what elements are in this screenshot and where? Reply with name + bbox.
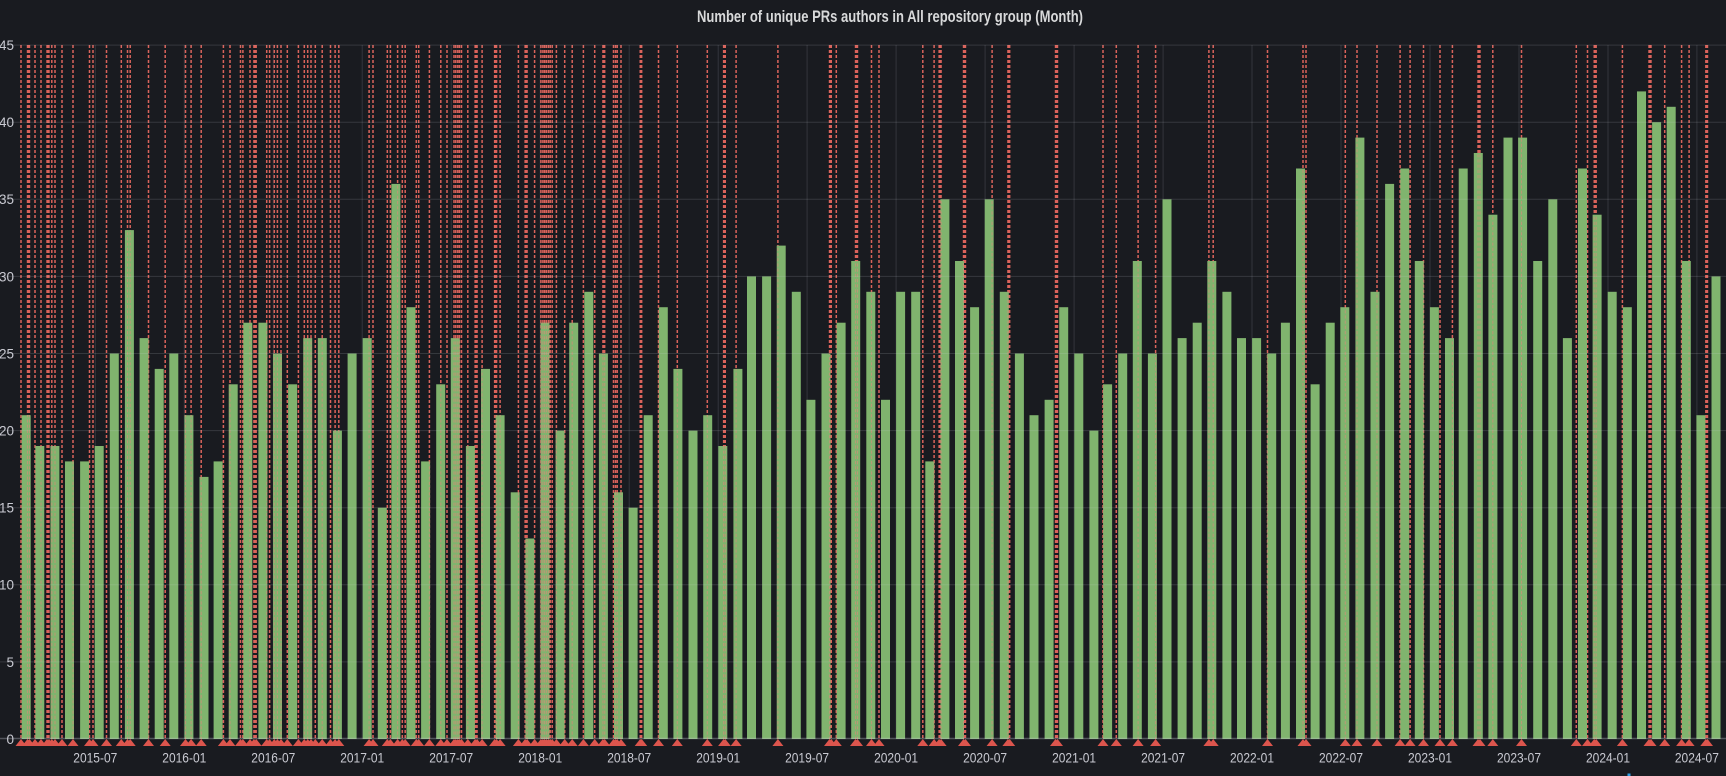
svg-text:2018-01: 2018-01 (518, 750, 562, 766)
svg-text:2021-07: 2021-07 (1141, 750, 1185, 766)
svg-text:2022-01: 2022-01 (1230, 750, 1274, 766)
svg-text:2023-07: 2023-07 (1497, 750, 1541, 766)
svg-text:2016-07: 2016-07 (251, 750, 295, 766)
svg-text:2022-07: 2022-07 (1319, 750, 1363, 766)
svg-text:2019-01: 2019-01 (696, 750, 740, 766)
svg-text:30: 30 (0, 269, 14, 284)
svg-text:25: 25 (0, 346, 14, 361)
svg-text:Number of unique PRs authors i: Number of unique PRs authors in All repo… (697, 7, 1083, 26)
svg-text:15: 15 (0, 501, 14, 516)
svg-text:2017-07: 2017-07 (429, 750, 473, 766)
svg-text:10: 10 (0, 578, 14, 593)
svg-text:2015-07: 2015-07 (73, 750, 117, 766)
svg-text:2019-07: 2019-07 (785, 750, 829, 766)
svg-text:2016-01: 2016-01 (162, 750, 206, 766)
svg-text:2024-07: 2024-07 (1675, 750, 1719, 766)
svg-text:35: 35 (0, 192, 14, 207)
svg-text:2018-07: 2018-07 (607, 750, 651, 766)
svg-text:2024-01: 2024-01 (1586, 750, 1630, 766)
svg-text:0: 0 (6, 732, 14, 747)
svg-text:2023-01: 2023-01 (1408, 750, 1452, 766)
svg-text:40: 40 (0, 115, 14, 130)
svg-text:45: 45 (0, 38, 14, 53)
svg-text:2020-01: 2020-01 (874, 750, 918, 766)
svg-text:2021-01: 2021-01 (1052, 750, 1096, 766)
svg-text:5: 5 (6, 655, 14, 670)
svg-text:2017-01: 2017-01 (340, 750, 384, 766)
svg-text:20: 20 (0, 424, 14, 439)
svg-text:2020-07: 2020-07 (963, 750, 1007, 766)
